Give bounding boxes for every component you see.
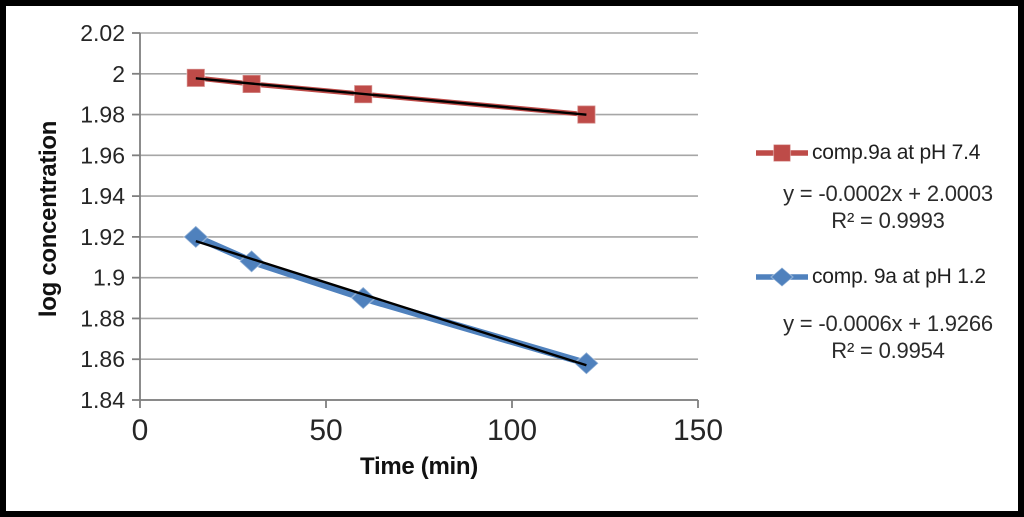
- trendline: [195, 77, 587, 116]
- y-tick-label: 1.88: [80, 305, 125, 331]
- y-tick-label: 1.98: [80, 102, 125, 128]
- legend-label: comp.9a at pH 7.4: [812, 141, 981, 164]
- r-squared-text: R² = 0.9993: [831, 208, 945, 233]
- y-tick-label: 1.86: [80, 346, 125, 372]
- x-axis-title: Time (min): [360, 453, 478, 480]
- trendline-equation-ph74: y = -0.0002x + 2.0003 R² = 0.9993: [763, 180, 1013, 234]
- trendline-equation-ph12: y = -0.0006x + 1.9266 R² = 0.9954: [763, 310, 1013, 364]
- diamond-marker-icon: [573, 351, 600, 376]
- diamond-marker-icon: [182, 224, 209, 249]
- y-tick-label: 1.92: [80, 224, 125, 250]
- x-tick-label: 100: [487, 414, 537, 447]
- legend-entry-ph74: comp.9a at pH 7.4: [755, 140, 980, 166]
- legend: comp.9a at pH 7.4 y = -0.0002x + 2.0003 …: [755, 0, 1013, 517]
- legend-entry-ph12: comp. 9a at pH 1.2: [755, 264, 986, 290]
- x-tick-label: 0: [132, 414, 149, 447]
- y-tick-label: 1.96: [80, 142, 125, 168]
- equation-text: y = -0.0002x + 2.0003: [783, 181, 993, 206]
- y-tick-label: 2: [112, 61, 125, 87]
- x-tick-label: 150: [673, 414, 723, 447]
- legend-label: comp. 9a at pH 1.2: [812, 265, 986, 288]
- diamond-series-glyph-icon: [756, 266, 808, 288]
- square-series-glyph-icon: [756, 143, 808, 163]
- y-tick-label: 2.02: [80, 20, 125, 46]
- y-axis-title: log concentration: [35, 120, 62, 318]
- r-squared-text: R² = 0.9954: [831, 338, 945, 363]
- trendline: [195, 240, 587, 367]
- y-tick-label: 1.84: [80, 387, 125, 413]
- equation-text: y = -0.0006x + 1.9266: [783, 311, 993, 336]
- square-marker-icon: [186, 68, 206, 88]
- y-tick-label: 1.94: [80, 183, 125, 209]
- x-tick-label: 50: [309, 414, 342, 447]
- y-tick-label: 1.9: [93, 265, 125, 291]
